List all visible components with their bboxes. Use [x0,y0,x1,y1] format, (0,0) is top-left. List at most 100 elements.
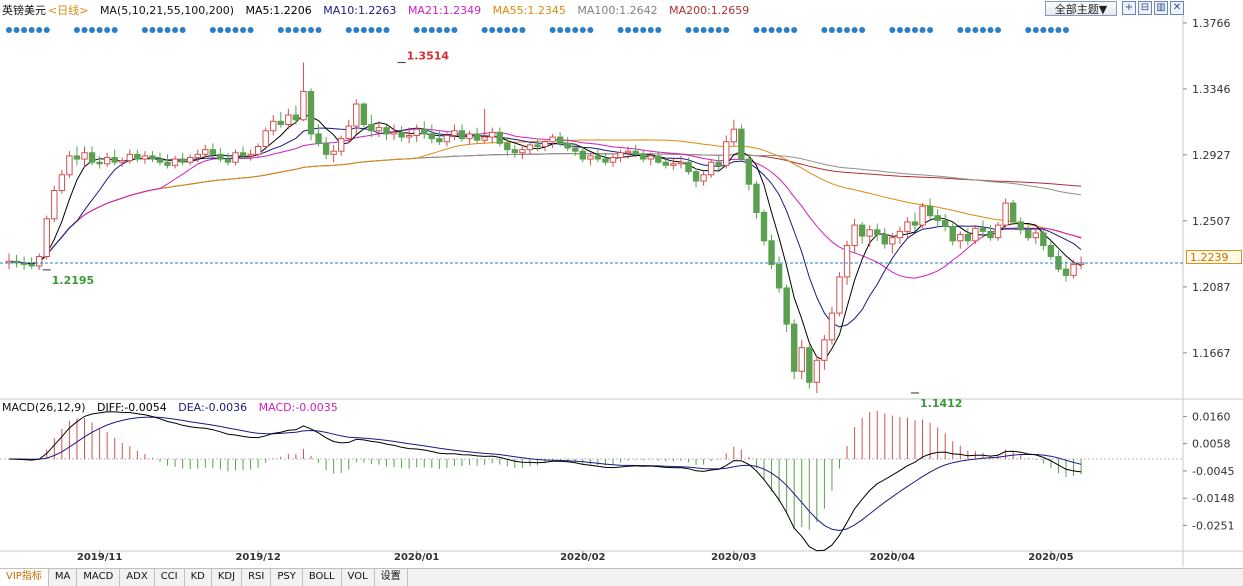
signal-dot [904,27,911,33]
signal-dot [828,27,835,33]
signal-dot [375,27,382,33]
macd-params-label[interactable]: MACD(26,12,9) [2,401,86,414]
theme-dropdown-button[interactable]: 全部主题▼ [1045,1,1117,16]
signal-dot [723,27,730,33]
ma21-line [8,128,1082,279]
candle-body [692,171,700,182]
tab-vip[interactable]: VIP指标 [0,569,49,586]
candle-body [979,227,987,232]
tab-boll[interactable]: BOLL [303,569,342,586]
candle-body [390,131,398,135]
signal-dot [549,27,556,33]
candle-body [504,142,511,151]
candle-body [232,152,239,163]
candle-body [919,205,926,226]
y-tick-label: 1.3346 [1192,83,1231,96]
diff-line [8,411,1082,552]
close-icon[interactable]: ✕ [1170,1,1184,15]
signal-dot [504,27,511,33]
candle-body [821,339,828,361]
signal-dot [360,27,367,33]
candle-body [609,156,617,163]
tab-ma[interactable]: MA [49,569,78,586]
signal-dot [36,27,43,33]
candle-body [149,155,156,160]
signal-dot [240,27,247,33]
signal-dot [927,27,934,33]
tab-kdj[interactable]: KDJ [212,569,243,586]
candle-body [51,189,58,220]
macd-y-tick-label: 0.0160 [1192,411,1231,424]
candle-body [254,145,262,155]
signal-dot [277,27,284,33]
x-tick-label: 2019/12 [235,552,280,563]
signal-dot [896,27,903,33]
candle-body [564,142,571,149]
candle-body [768,240,775,265]
signal-dot [428,27,435,33]
candle-body [307,90,315,135]
period-label[interactable]: <日线> [48,4,89,17]
candle-body [360,103,368,125]
signal-dot [912,27,918,33]
signal-dot [308,27,314,33]
signal-dot [685,27,692,33]
tab-cci[interactable]: CCI [155,569,185,586]
candle-body [285,114,292,125]
tab-macd[interactable]: MACD [77,569,121,586]
candle-body [677,161,685,165]
candle-body [451,130,458,136]
signal-dot [141,27,148,33]
candle-body [202,149,209,155]
zoom-out-icon[interactable]: ⊟ [1138,1,1152,15]
candle-body [164,161,171,166]
candle-body [209,149,217,155]
candle-body [187,156,194,163]
dea-line [9,416,1082,532]
macd-value-label: MACD:-0.0035 [258,401,338,414]
signal-dot [964,27,971,33]
candle-body [443,134,451,143]
signal-dot [247,27,254,33]
candle-body [413,128,420,136]
candle-body [972,227,979,242]
candle-body [353,103,360,127]
y-tick-label: 1.3766 [1192,17,1231,30]
tab-adx[interactable]: ADX [120,569,155,586]
x-tick-label: 2020/02 [560,552,605,563]
signal-dot [496,27,503,33]
add-icon[interactable]: + [1122,1,1136,15]
signal-dot [413,27,420,33]
signal-dot [768,27,775,33]
candle-body [126,153,133,162]
candle-body [194,153,201,158]
signal-dot [783,27,790,33]
candle-body [330,150,337,155]
ma-params-label[interactable]: MA(5,10,21,55,100,200) [99,4,234,17]
candle-body [579,150,586,160]
chart-icon[interactable]: ▥ [1154,1,1168,15]
candle-body [398,131,405,138]
signal-dot [519,27,526,33]
x-tick-label: 2020/05 [1028,552,1073,563]
tab-settings[interactable]: 设置 [375,569,408,586]
tab-rsi[interactable]: RSI [242,569,272,586]
tab-kd[interactable]: KD [185,569,212,586]
signal-dot [511,27,518,33]
candle-body [405,134,413,138]
y-tick-label: 1.1667 [1192,347,1231,360]
signal-dot [111,27,118,33]
signal-dot [209,27,216,33]
signal-dot [315,27,322,33]
signal-dot [285,27,292,33]
tab-psy[interactable]: PSY [271,569,303,586]
candle-body [594,155,602,160]
candle-body [119,160,126,163]
ma55-line [8,139,1082,265]
candle-body [647,155,654,160]
candle-body [572,147,579,152]
candle-body [964,234,972,242]
tab-vol[interactable]: VOL [342,569,375,586]
candle-body [466,133,473,140]
